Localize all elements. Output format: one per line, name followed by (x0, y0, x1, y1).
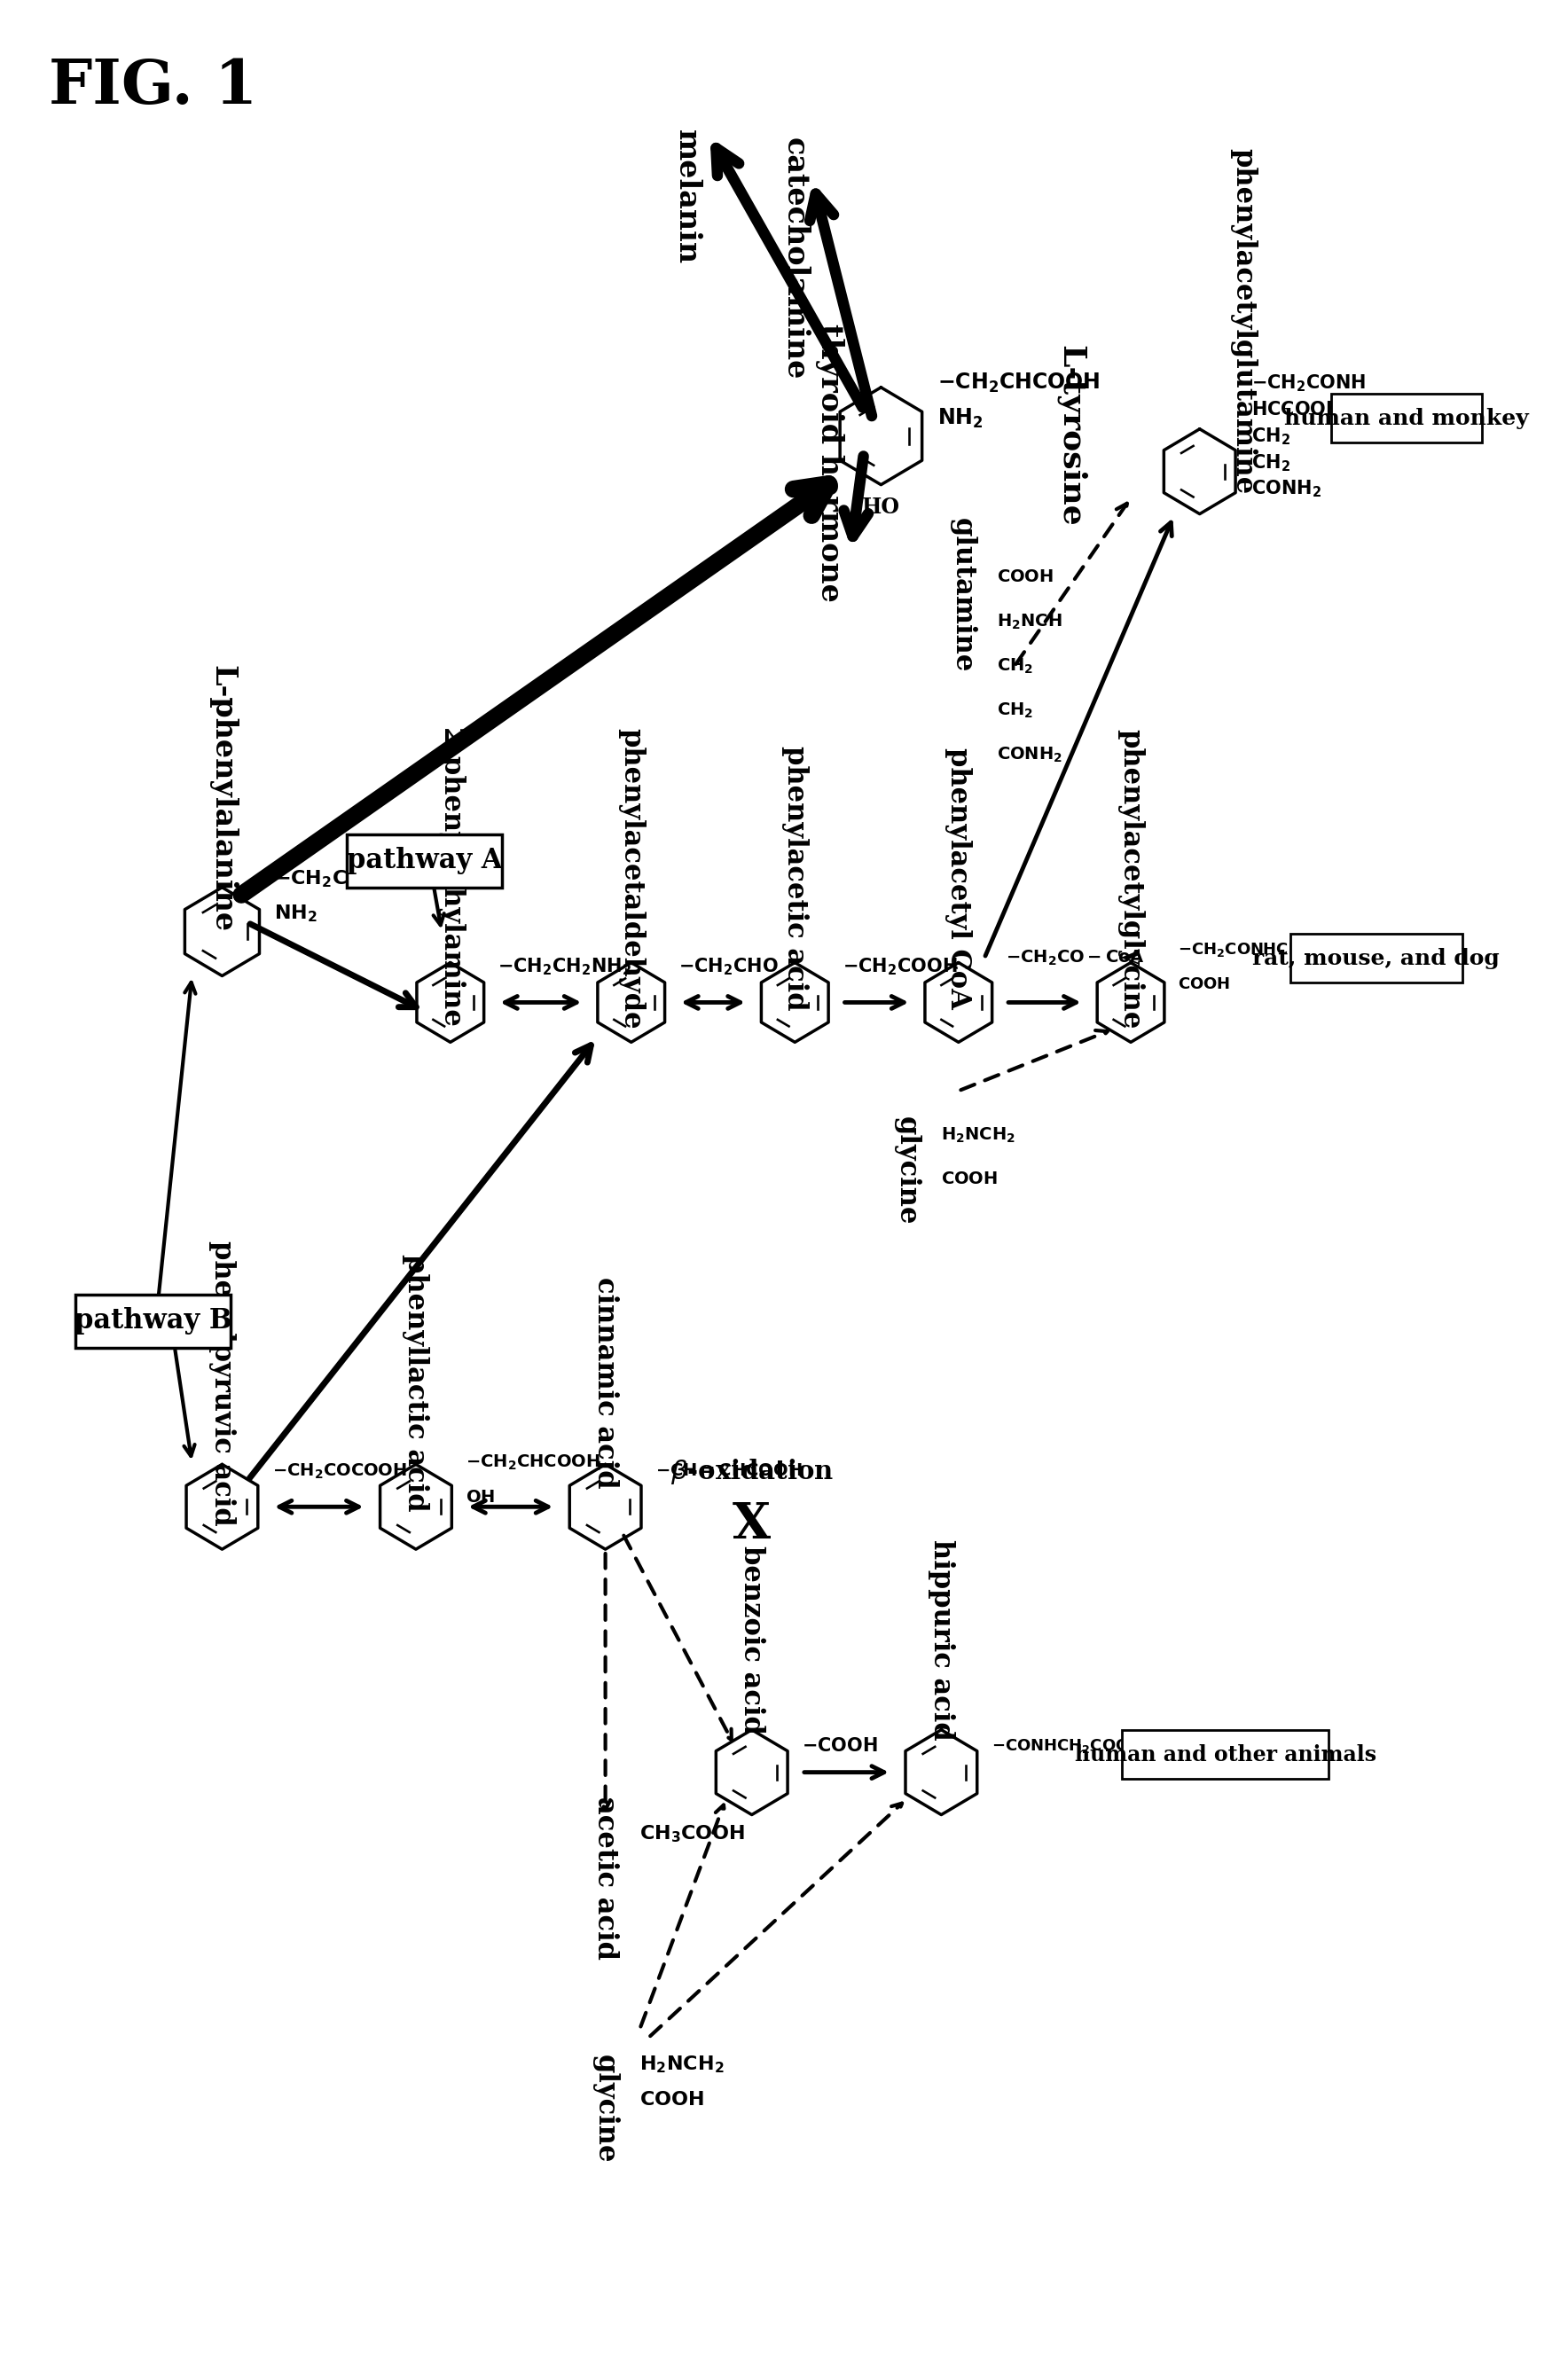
Text: benzoic acid: benzoic acid (739, 1545, 765, 1735)
Text: melanin: melanin (672, 129, 702, 264)
Text: $\mathbf{-CH_2COOH}$: $\mathbf{-CH_2COOH}$ (843, 957, 958, 978)
Text: $\beta$-oxidation: $\beta$-oxidation (670, 1457, 833, 1485)
Text: $\mathbf{H_2NCH_2}$: $\mathbf{H_2NCH_2}$ (941, 1126, 1017, 1145)
Text: $\mathbf{CH_2}$: $\mathbf{CH_2}$ (998, 657, 1034, 676)
Text: phenylpyruvic acid: phenylpyruvic acid (208, 1240, 236, 1526)
Text: $\mathbf{COOH}$: $\mathbf{COOH}$ (941, 1171, 998, 1188)
Text: glutamine: glutamine (950, 519, 976, 674)
Text: phenylacetic acid: phenylacetic acid (781, 745, 809, 1011)
Text: $\mathbf{-CH_2CONHCH_2}$: $\mathbf{-CH_2CONHCH_2}$ (1178, 940, 1310, 959)
Text: $\mathbf{-CH_2CHO}$: $\mathbf{-CH_2CHO}$ (678, 957, 779, 978)
Bar (1332, 395, 1482, 443)
Text: $\mathbf{-CH_2COCOOH}$: $\mathbf{-CH_2COCOOH}$ (272, 1461, 407, 1480)
Text: $\mathbf{-COOH}$: $\mathbf{-COOH}$ (802, 1737, 878, 1754)
Text: L-phenylalanine: L-phenylalanine (208, 666, 237, 933)
Bar (348, 835, 501, 888)
Text: $\mathbf{NH_2}$: $\mathbf{NH_2}$ (273, 904, 317, 923)
Text: human and monkey: human and monkey (1284, 407, 1529, 428)
Text: acetic acid: acetic acid (591, 1797, 619, 1961)
Text: L-tyrosine: L-tyrosine (1055, 345, 1086, 526)
Text: $\mathbf{-CONHCH_2COOH}$: $\mathbf{-CONHCH_2COOH}$ (992, 1737, 1142, 1754)
Text: phenyllactic acid: phenyllactic acid (402, 1254, 430, 1511)
Text: $\mathbf{CONH_2}$: $\mathbf{CONH_2}$ (1251, 478, 1321, 500)
Text: hippuric acid: hippuric acid (928, 1540, 954, 1740)
Text: $\mathbf{CH_2}$: $\mathbf{CH_2}$ (998, 702, 1034, 719)
Text: human and other animals: human and other animals (1074, 1745, 1377, 1766)
Text: $\mathbf{H_2NCH}$: $\mathbf{H_2NCH}$ (998, 612, 1063, 631)
Text: 2-phenylethylamine: 2-phenylethylamine (436, 728, 464, 1028)
Text: catecholamine: catecholamine (781, 138, 810, 381)
Text: $\mathbf{CH_3COOH}$: $\mathbf{CH_3COOH}$ (639, 1823, 745, 1844)
Text: $\mathbf{CONH_2}$: $\mathbf{CONH_2}$ (998, 745, 1063, 764)
Text: phenylacetylglutamine: phenylacetylglutamine (1229, 148, 1257, 495)
Text: $\mathbf{-CH_2CHCOOH}$: $\mathbf{-CH_2CHCOOH}$ (937, 371, 1100, 395)
Text: HO: HO (861, 495, 900, 516)
Bar (1122, 1730, 1329, 1778)
Text: phenylacetaldehyde: phenylacetaldehyde (618, 728, 646, 1028)
Text: $\mathbf{H_2NCH_2}$: $\mathbf{H_2NCH_2}$ (639, 2054, 725, 2075)
Text: cinnamic acid: cinnamic acid (591, 1278, 619, 1490)
Text: pathway B: pathway B (74, 1307, 231, 1335)
Text: phenylacetyl CoA: phenylacetyl CoA (945, 747, 972, 1009)
Text: $\mathbf{COOH}$: $\mathbf{COOH}$ (639, 2090, 705, 2109)
Text: $\mathbf{CH_2}$: $\mathbf{CH_2}$ (1251, 426, 1290, 447)
Text: phenylacetylglycine: phenylacetylglycine (1117, 728, 1144, 1028)
Bar (1290, 933, 1462, 983)
Text: $\mathbf{-CH_2CO-CoA}$: $\mathbf{-CH_2CO-CoA}$ (1006, 950, 1145, 969)
Text: $\mathbf{NH_2}$: $\mathbf{NH_2}$ (937, 407, 982, 431)
Text: $\mathbf{COOH}$: $\mathbf{COOH}$ (1178, 976, 1231, 992)
Text: $\mathbf{-CH_2CHCOOH}$: $\mathbf{-CH_2CHCOOH}$ (466, 1454, 601, 1471)
Text: FIG. 1: FIG. 1 (48, 57, 258, 117)
Text: $\mathbf{-CH_2CHCOOH}$: $\mathbf{-CH_2CHCOOH}$ (273, 869, 427, 890)
Text: $\mathbf{OH}$: $\mathbf{OH}$ (466, 1490, 495, 1507)
Text: $\mathbf{-CH=CHCOOH}$: $\mathbf{-CH=CHCOOH}$ (655, 1464, 802, 1480)
Bar (76, 1295, 231, 1347)
Text: thyroid hormone: thyroid hormone (815, 324, 844, 602)
Text: $\mathbf{HCCOOH}$: $\mathbf{HCCOOH}$ (1251, 400, 1341, 419)
Text: X: X (733, 1499, 771, 1549)
Text: rat, mouse, and dog: rat, mouse, and dog (1252, 947, 1499, 969)
Text: $\mathbf{-CH_2CH_2NH_2}$: $\mathbf{-CH_2CH_2NH_2}$ (498, 957, 632, 978)
Text: pathway A: pathway A (346, 847, 503, 873)
Text: $\mathbf{CH_2}$: $\mathbf{CH_2}$ (1251, 452, 1290, 474)
Text: $\mathbf{COOH}$: $\mathbf{COOH}$ (998, 569, 1054, 585)
Text: glycine: glycine (892, 1116, 920, 1226)
Text: $\mathbf{-CH_2CONH}$: $\mathbf{-CH_2CONH}$ (1251, 374, 1366, 393)
Text: glycine: glycine (591, 2054, 619, 2163)
